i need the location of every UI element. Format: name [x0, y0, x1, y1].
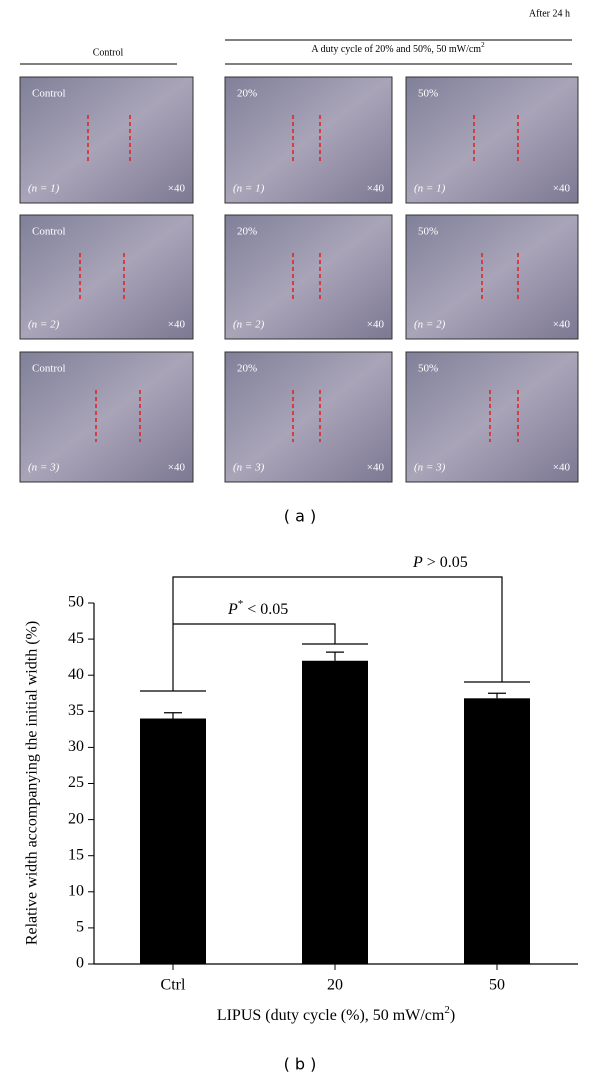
significance-label-part: P	[227, 601, 238, 618]
image-label: Control	[32, 88, 66, 100]
bar	[464, 698, 530, 964]
micrograph	[405, 351, 579, 483]
image-label: 20%	[237, 226, 257, 238]
sample-label: (n = 3)	[28, 462, 60, 474]
sample-label: (n = 2)	[28, 319, 60, 331]
image-label: 50%	[418, 226, 438, 238]
y-tick-label: 20	[68, 810, 84, 827]
x-axis-title-part: )	[450, 1007, 455, 1024]
significance-bracket	[172, 576, 503, 691]
x-axis-title-part: 2	[444, 1004, 450, 1016]
micrograph	[19, 214, 194, 340]
micrograph-grid: Control (n = 1) ×40 20% (n = 1) ×40 50% (n = 1)…	[19, 76, 579, 483]
magnification: ×40	[168, 462, 186, 474]
x-tick-label: Ctrl	[161, 977, 186, 994]
time-label: After 24 h	[529, 8, 570, 19]
y-tick-label: 30	[68, 738, 84, 755]
magnification: ×40	[553, 183, 571, 195]
magnification: ×40	[367, 183, 385, 195]
magnification: ×40	[367, 462, 385, 474]
image-label: 20%	[237, 363, 257, 375]
magnification: ×40	[168, 183, 186, 195]
image-label: Control	[32, 226, 66, 238]
sample-label: (n = 2)	[233, 319, 265, 331]
significance-label: P > 0.05	[412, 554, 468, 571]
sample-label: (n = 1)	[28, 183, 60, 195]
control-header: Control	[93, 47, 124, 58]
micrograph	[224, 76, 393, 204]
panel-caption: ( a )	[284, 507, 316, 526]
y-tick-label: 5	[76, 919, 84, 936]
y-tick-label: 25	[68, 774, 84, 791]
significance-bracket	[173, 623, 336, 644]
micrograph	[19, 351, 194, 483]
significance-label-part: P	[412, 554, 423, 571]
micrograph	[224, 214, 393, 340]
micrograph	[224, 351, 393, 483]
y-axis-title: Relative width accompanying the initial …	[24, 621, 41, 945]
image-label: 50%	[418, 88, 438, 100]
significance-label-part: *	[238, 598, 244, 610]
y-tick-label: 10	[68, 882, 84, 899]
micrograph	[19, 76, 194, 204]
micrograph	[405, 76, 579, 204]
magnification: ×40	[553, 319, 571, 331]
x-axis-title: LIPUS (duty cycle (%), 50 mW/cm2)	[217, 1004, 455, 1024]
magnification: ×40	[553, 462, 571, 474]
y-tick-label: 0	[76, 955, 84, 972]
significance-label-part: < 0.05	[243, 601, 288, 618]
sample-label: (n = 1)	[233, 183, 265, 195]
treatment-header: A duty cycle of 20% and 50%, 50 mW/cm2	[311, 41, 485, 56]
y-tick-label: 50	[68, 594, 84, 611]
y-tick-label: 15	[68, 846, 84, 863]
x-tick-label: 20	[327, 977, 343, 994]
sample-label: (n = 1)	[414, 183, 446, 195]
significance-label: P* < 0.05	[227, 598, 288, 618]
x-axis-title-part: LIPUS (duty cycle (%), 50 mW/cm	[217, 1007, 445, 1024]
y-tick-label: 45	[68, 630, 84, 647]
sample-label: (n = 3)	[414, 462, 446, 474]
magnification: ×40	[367, 319, 385, 331]
y-tick-label: 35	[68, 702, 84, 719]
x-tick-label: 50	[489, 977, 505, 994]
y-tick-label: 40	[68, 666, 84, 683]
image-label: 20%	[237, 88, 257, 100]
significance-label-part: > 0.05	[423, 554, 468, 571]
bar-chart: 0 5 10 15 20 25 30 35 40 45 50 Ctrl 20 50 LIPUS (duty …	[24, 554, 578, 1024]
sample-label: (n = 3)	[233, 462, 265, 474]
magnification: ×40	[168, 319, 186, 331]
bar	[140, 718, 206, 964]
micrograph	[405, 214, 579, 340]
image-label: 50%	[418, 363, 438, 375]
bar	[302, 660, 368, 964]
sample-label: (n = 2)	[414, 319, 446, 331]
image-label: Control	[32, 363, 66, 375]
panel-caption: ( b )	[284, 1055, 317, 1074]
